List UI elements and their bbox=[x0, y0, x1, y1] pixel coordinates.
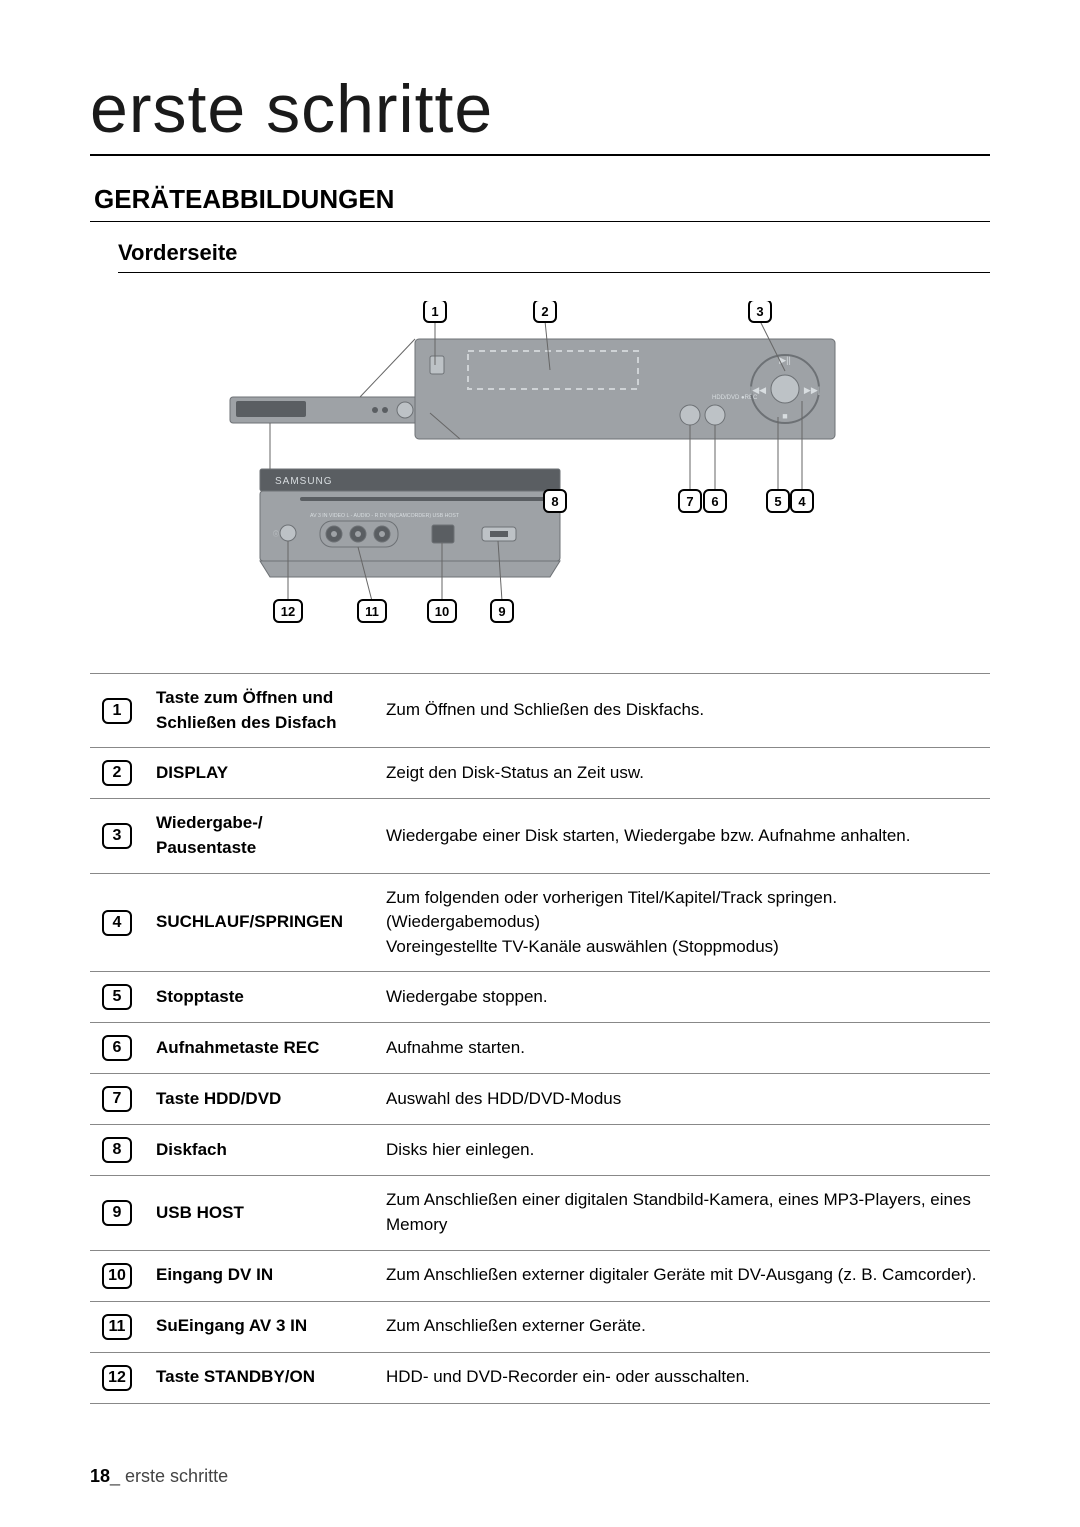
row-label: SuEingang AV 3 IN bbox=[144, 1301, 374, 1352]
front-panel-diagram: HDD/DVD ●REC▶|||◀◀▶▶|■SAMSUNGAV 3 IN VID… bbox=[90, 301, 990, 641]
table-row: 12 Taste STANDBY/ONHDD- und DVD-Recorder … bbox=[90, 1352, 990, 1403]
row-number-cell: 1 bbox=[90, 674, 144, 748]
row-label: Taste STANDBY/ON bbox=[144, 1352, 374, 1403]
row-label: Taste HDD/DVD bbox=[144, 1074, 374, 1125]
svg-text:8: 8 bbox=[551, 494, 558, 509]
row-description: Wiedergabe stoppen. bbox=[374, 972, 990, 1023]
page-title: erste schritte bbox=[90, 70, 990, 156]
table-row: 3 Wiedergabe-/ PausentasteWiedergabe eine… bbox=[90, 799, 990, 873]
row-description: Wiedergabe einer Disk starten, Wiedergab… bbox=[374, 799, 990, 873]
row-number-cell: 10 bbox=[90, 1250, 144, 1301]
row-label: SUCHLAUF/SPRINGEN bbox=[144, 873, 374, 972]
svg-text:2: 2 bbox=[541, 304, 548, 319]
diagram-svg: HDD/DVD ●REC▶|||◀◀▶▶|■SAMSUNGAV 3 IN VID… bbox=[160, 301, 920, 641]
row-number-badge: 5 bbox=[102, 984, 132, 1010]
row-number-cell: 9 bbox=[90, 1176, 144, 1250]
row-number-badge: 8 bbox=[102, 1137, 132, 1163]
row-number-badge: 3 bbox=[102, 823, 132, 849]
row-description: Auswahl des HDD/DVD-Modus bbox=[374, 1074, 990, 1125]
svg-text:4: 4 bbox=[798, 494, 806, 509]
row-description: HDD- und DVD-Recorder ein- oder ausschal… bbox=[374, 1352, 990, 1403]
svg-text:9: 9 bbox=[498, 604, 505, 619]
row-number-badge: 9 bbox=[102, 1200, 132, 1226]
page-number: 18 bbox=[90, 1466, 110, 1486]
table-row: 1 Taste zum Öffnen und Schließen des Disf… bbox=[90, 674, 990, 748]
svg-text:6: 6 bbox=[711, 494, 718, 509]
row-description: Disks hier einlegen. bbox=[374, 1125, 990, 1176]
row-number-cell: 7 bbox=[90, 1074, 144, 1125]
row-label: USB HOST bbox=[144, 1176, 374, 1250]
row-description: Zum folgenden oder vorherigen Titel/Kapi… bbox=[374, 873, 990, 972]
section-title: GERÄTEABBILDUNGEN bbox=[90, 184, 990, 222]
svg-text:■: ■ bbox=[782, 411, 787, 421]
row-number-badge: 4 bbox=[102, 910, 132, 936]
row-number-cell: 12 bbox=[90, 1352, 144, 1403]
row-description: Zum Öffnen und Schließen des Diskfachs. bbox=[374, 674, 990, 748]
row-number-cell: 3 bbox=[90, 799, 144, 873]
row-number-badge: 12 bbox=[102, 1365, 132, 1391]
row-label: Stopptaste bbox=[144, 972, 374, 1023]
row-label: Wiedergabe-/ Pausentaste bbox=[144, 799, 374, 873]
row-description: Zum Anschließen externer Geräte. bbox=[374, 1301, 990, 1352]
row-label: Taste zum Öffnen und Schließen des Disfa… bbox=[144, 674, 374, 748]
row-number-cell: 6 bbox=[90, 1023, 144, 1074]
row-number-cell: 11 bbox=[90, 1301, 144, 1352]
row-number-badge: 1 bbox=[102, 698, 132, 724]
row-description: Zeigt den Disk-Status an Zeit usw. bbox=[374, 748, 990, 799]
table-row: 10 Eingang DV INZum Anschließen externer … bbox=[90, 1250, 990, 1301]
row-number-badge: 2 bbox=[102, 760, 132, 786]
svg-text:11: 11 bbox=[365, 604, 379, 619]
row-number-cell: 5 bbox=[90, 972, 144, 1023]
row-number-badge: 6 bbox=[102, 1035, 132, 1061]
row-description: Zum Anschließen externer digitaler Gerät… bbox=[374, 1250, 990, 1301]
svg-text:3: 3 bbox=[756, 304, 763, 319]
svg-text:10: 10 bbox=[435, 604, 449, 619]
row-description: Zum Anschließen einer digitalen Standbil… bbox=[374, 1176, 990, 1250]
footer-text: _ erste schritte bbox=[110, 1466, 228, 1486]
row-number-badge: 11 bbox=[102, 1314, 132, 1340]
row-label: DISPLAY bbox=[144, 748, 374, 799]
row-number-badge: 7 bbox=[102, 1086, 132, 1112]
table-row: 8 DiskfachDisks hier einlegen. bbox=[90, 1125, 990, 1176]
table-row: 2 DISPLAYZeigt den Disk-Status an Zeit us… bbox=[90, 748, 990, 799]
svg-text:1: 1 bbox=[431, 304, 438, 319]
subsection-title: Vorderseite bbox=[118, 240, 990, 273]
svg-text:ⓘ: ⓘ bbox=[273, 530, 279, 538]
row-number-cell: 4 bbox=[90, 873, 144, 972]
svg-text:|◀◀: |◀◀ bbox=[750, 385, 766, 395]
table-row: 11 SuEingang AV 3 INZum Anschließen exter… bbox=[90, 1301, 990, 1352]
svg-text:▶▶|: ▶▶| bbox=[804, 385, 820, 395]
row-label: Diskfach bbox=[144, 1125, 374, 1176]
svg-text:7: 7 bbox=[686, 494, 693, 509]
table-row: 4 SUCHLAUF/SPRINGENZum folgenden oder vor… bbox=[90, 873, 990, 972]
row-label: Aufnahmetaste REC bbox=[144, 1023, 374, 1074]
table-row: 6 Aufnahmetaste RECAufnahme starten. bbox=[90, 1023, 990, 1074]
row-number-badge: 10 bbox=[102, 1263, 132, 1289]
svg-text:12: 12 bbox=[281, 604, 295, 619]
svg-text:SAMSUNG: SAMSUNG bbox=[275, 476, 333, 487]
table-row: 9 USB HOSTZum Anschließen einer digitalen… bbox=[90, 1176, 990, 1250]
table-row: 7 Taste HDD/DVDAuswahl des HDD/DVD-Modus bbox=[90, 1074, 990, 1125]
page-footer: 18_ erste schritte bbox=[90, 1466, 228, 1487]
svg-text:AV 3 IN VIDEO L - AUDIO: AV 3 IN VIDEO L - AUDIO - R DV IN(CAMCOR… bbox=[310, 513, 460, 519]
svg-text:5: 5 bbox=[774, 494, 781, 509]
row-label: Eingang DV IN bbox=[144, 1250, 374, 1301]
table-row: 5 StopptasteWiedergabe stoppen. bbox=[90, 972, 990, 1023]
row-number-cell: 2 bbox=[90, 748, 144, 799]
row-number-cell: 8 bbox=[90, 1125, 144, 1176]
description-table: 1 Taste zum Öffnen und Schließen des Disf… bbox=[90, 673, 990, 1404]
row-description: Aufnahme starten. bbox=[374, 1023, 990, 1074]
